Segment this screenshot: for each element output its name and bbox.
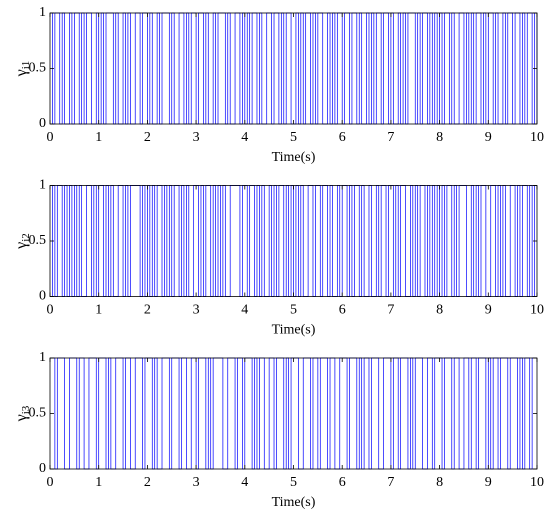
y-tick-label: 0.5 <box>29 406 47 421</box>
data-line <box>50 185 537 297</box>
x-tick-label: 2 <box>144 130 151 145</box>
data-line <box>50 357 537 470</box>
y-tick-label: 0 <box>39 116 46 131</box>
y-label-subscript: i3 <box>20 405 32 414</box>
x-tick-label: 1 <box>95 303 102 318</box>
x-tick-label: 7 <box>387 475 394 490</box>
x-tick-label: 8 <box>436 475 443 490</box>
x-tick-label: 6 <box>339 475 346 490</box>
x-tick-label: 4 <box>241 475 248 490</box>
x-tick-label: 1 <box>95 130 102 145</box>
x-tick-label: 2 <box>144 475 151 490</box>
x-tick-label: 3 <box>193 475 200 490</box>
y-tick-label: 0 <box>39 461 46 476</box>
subplot: 0 1 2 3 4 5 6 7 8 9 10 0 0.5 1 Time(s) γi3 <box>13 350 544 510</box>
y-label-symbol: γ <box>13 414 30 422</box>
x-tick-label: 0 <box>47 303 54 318</box>
y-tick-label: 1 <box>39 5 46 20</box>
x-tick-label: 8 <box>436 130 443 145</box>
x-axis-label: Time(s) <box>272 323 316 338</box>
x-tick-label: 1 <box>95 475 102 490</box>
x-axis-label: Time(s) <box>272 150 316 165</box>
x-tick-label: 6 <box>339 303 346 318</box>
data-line <box>50 12 538 125</box>
x-tick-label: 9 <box>485 475 492 490</box>
x-tick-label: 4 <box>241 130 248 145</box>
x-tick-label: 5 <box>290 475 297 490</box>
x-axis-label: Time(s) <box>272 495 316 510</box>
y-label-subscript: i1 <box>20 61 32 70</box>
y-tick-label: 0.5 <box>29 233 47 248</box>
x-tick-label: 2 <box>144 303 151 318</box>
y-tick-label: 1 <box>39 178 46 193</box>
y-axis-label: γi2 <box>13 233 32 250</box>
x-tick-label: 0 <box>47 475 54 490</box>
y-tick-label: 1 <box>39 350 46 365</box>
x-tick-label: 3 <box>193 303 200 318</box>
x-tick-label: 5 <box>290 130 297 145</box>
y-axis-label: γi3 <box>13 405 32 422</box>
x-tick-label: 0 <box>47 130 54 145</box>
x-tick-label: 9 <box>485 303 492 318</box>
y-label-symbol: γ <box>13 242 30 250</box>
y-label-subscript: i2 <box>20 233 32 242</box>
x-tick-label: 8 <box>436 303 443 318</box>
x-tick-label: 10 <box>530 303 544 318</box>
subplot: 0 1 2 3 4 5 6 7 8 9 10 0 0.5 1 Time(s) γi1 <box>13 5 544 165</box>
x-tick-label: 5 <box>290 303 297 318</box>
subplot: 0 1 2 3 4 5 6 7 8 9 10 0 0.5 1 Time(s) γi2 <box>13 178 544 338</box>
x-tick-label: 7 <box>387 130 394 145</box>
x-tick-label: 10 <box>530 475 544 490</box>
y-tick-label: 0 <box>39 289 46 304</box>
x-tick-label: 7 <box>387 303 394 318</box>
x-tick-label: 6 <box>339 130 346 145</box>
x-tick-label: 3 <box>193 130 200 145</box>
x-tick-label: 10 <box>530 130 544 145</box>
x-tick-label: 4 <box>241 303 248 318</box>
x-tick-label: 9 <box>485 130 492 145</box>
y-axis-label: γi1 <box>13 61 32 78</box>
y-tick-label: 0.5 <box>29 61 47 76</box>
y-label-symbol: γ <box>13 69 30 77</box>
